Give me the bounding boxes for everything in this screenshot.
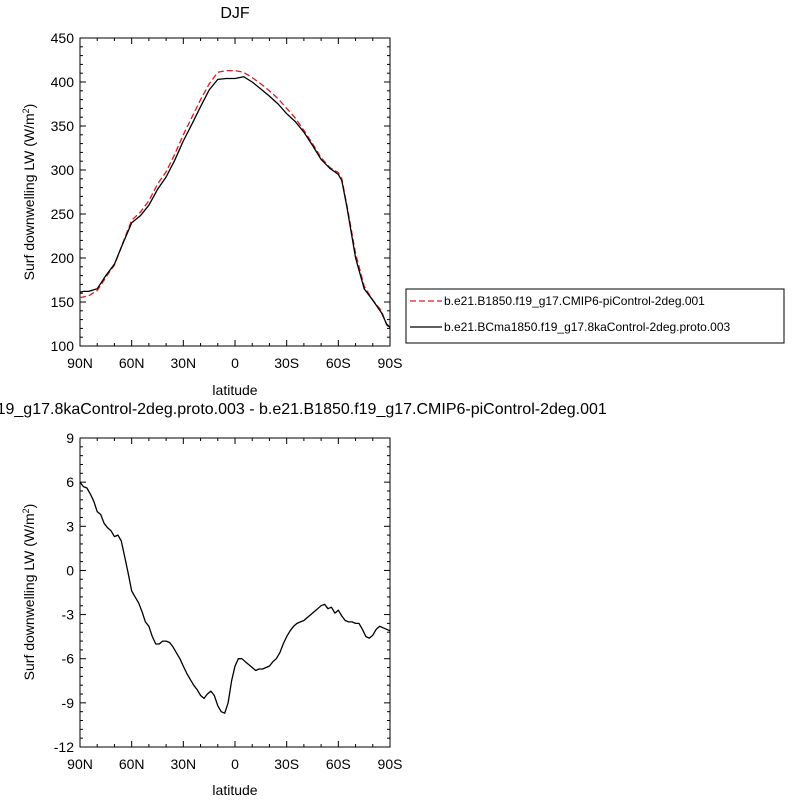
x-tick-label: 90S <box>378 756 403 772</box>
y-tick-label: 0 <box>66 562 74 578</box>
x-tick-label: 60S <box>326 355 351 371</box>
top-x-ticks: 90N 60N 30N 0 30S 60S 90S <box>67 38 402 371</box>
top-y-axis-label-sup: 2 <box>21 108 31 113</box>
x-tick-label: 90N <box>67 756 93 772</box>
bottom-plot-frame <box>79 437 391 748</box>
top-y-ticks: 100 150 200 250 300 350 400 450 <box>51 30 390 354</box>
bottom-y-axis-label: Surf downwelling LW (W/m2) <box>21 504 37 681</box>
x-tick-label: 60N <box>119 756 145 772</box>
bottom-y-ticks: -12 -9 -6 -3 0 3 6 9 <box>54 430 390 755</box>
bottom-panel: b.e21.BCma1850.f19_g17.8kaControl-2deg.p… <box>0 401 607 798</box>
bottom-y-axis-label-main: Surf downwelling LW (W/m <box>21 513 37 680</box>
y-tick-label: 6 <box>66 474 74 490</box>
y-tick-label: 450 <box>51 30 75 46</box>
x-tick-label: 30S <box>274 756 299 772</box>
top-y-axis-label: Surf downwelling LW (W/m2) <box>21 104 37 281</box>
y-tick-label: 100 <box>51 338 75 354</box>
top-series-lines <box>79 69 391 329</box>
top-chart-title: DJF <box>220 5 250 22</box>
x-tick-label: 90S <box>378 355 403 371</box>
bottom-y-axis-label-sup: 2 <box>21 508 31 513</box>
y-tick-label: 400 <box>51 74 75 90</box>
bottom-y-axis-label-close: ) <box>21 504 37 509</box>
y-tick-label: 9 <box>66 430 74 446</box>
x-tick-label: 0 <box>231 756 239 772</box>
y-tick-label: -9 <box>62 695 75 711</box>
y-tick-label: 200 <box>51 250 75 266</box>
y-tick-label: 350 <box>51 118 75 134</box>
top-panel: DJF 100 150 200 250 300 350 400 450 90N 60N 30N 0 3… <box>21 5 402 398</box>
bottom-x-axis-label: latitude <box>212 782 257 798</box>
bottom-chart-title: b.e21.BCma1850.f19_g17.8kaControl-2deg.p… <box>0 401 607 418</box>
legend: b.e21.B1850.f19_g17.CMIP6-piControl-2deg… <box>405 288 785 344</box>
legend-label-8kaControl: b.e21.BCma1850.f19_g17.8kaControl-2deg.p… <box>444 320 731 334</box>
y-tick-label: -6 <box>62 651 75 667</box>
y-tick-label: -12 <box>54 739 74 755</box>
y-tick-label: 300 <box>51 162 75 178</box>
series-line-1 <box>79 69 391 329</box>
top-y-axis-label-main: Surf downwelling LW (W/m <box>21 113 37 280</box>
bottom-x-ticks: 90N 60N 30N 0 30S 60S 90S <box>67 438 402 772</box>
x-tick-label: 60S <box>326 756 351 772</box>
top-x-axis-label: latitude <box>212 382 257 398</box>
y-tick-label: 250 <box>51 206 75 222</box>
x-tick-label: 30N <box>170 355 196 371</box>
x-tick-label: 60N <box>119 355 145 371</box>
legend-box <box>405 288 785 344</box>
y-tick-label: -3 <box>62 607 75 623</box>
x-tick-label: 30S <box>274 355 299 371</box>
series-line-2 <box>79 76 391 328</box>
y-tick-label: 150 <box>51 294 75 310</box>
top-y-axis-label-close: ) <box>21 104 37 109</box>
x-tick-label: 30N <box>170 756 196 772</box>
x-tick-label: 0 <box>231 355 239 371</box>
y-tick-label: 3 <box>66 518 74 534</box>
legend-label-piControl: b.e21.B1850.f19_g17.CMIP6-piControl-2deg… <box>444 294 705 308</box>
bottom-series-lines <box>79 481 391 714</box>
series-line-1 <box>79 481 391 714</box>
x-tick-label: 90N <box>67 355 93 371</box>
